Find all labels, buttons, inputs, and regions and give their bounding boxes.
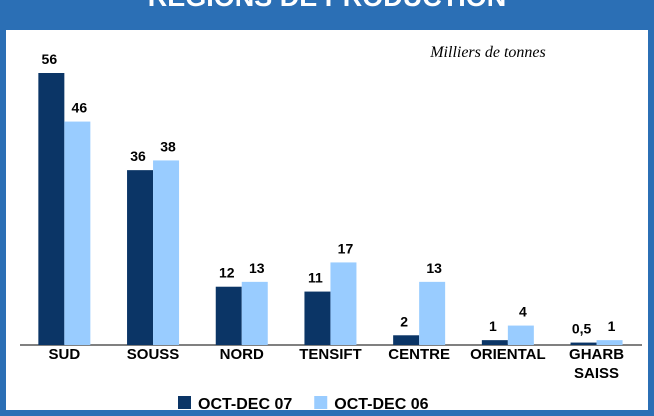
bar (153, 160, 180, 345)
bar (419, 281, 446, 345)
bar (330, 262, 357, 345)
x-tick-label: CENTRE (388, 346, 450, 363)
data-label: 11 (308, 270, 323, 286)
data-label: 0,5 (572, 321, 592, 337)
legend-label: OCT-DEC 06 (334, 396, 428, 413)
data-label: 46 (72, 100, 88, 116)
data-label: 13 (249, 260, 265, 276)
bar (507, 325, 534, 345)
plot-panel (6, 30, 648, 410)
data-label: 1 (608, 318, 616, 334)
data-label: 12 (219, 265, 235, 281)
bar (481, 340, 508, 345)
data-label: 13 (426, 260, 442, 276)
bar (38, 73, 65, 345)
bar (215, 286, 242, 345)
legend-label: OCT-DEC 07 (198, 396, 292, 413)
legend-swatch (314, 396, 328, 409)
data-label: 17 (338, 240, 354, 256)
bar (127, 170, 154, 345)
x-tick-label: TENSIFT (299, 346, 362, 363)
bar (596, 340, 623, 345)
x-tick-label: NORD (219, 346, 264, 363)
data-label: 1 (489, 318, 497, 334)
x-tick-label: SUD (48, 346, 81, 363)
x-tick-label: GHARB SAISS (569, 346, 625, 382)
x-tick-label: SOUSS (126, 346, 180, 363)
bar (570, 342, 597, 345)
chart-title: RÉGIONS DE PRODUCTION (148, 0, 507, 12)
bar (304, 291, 331, 345)
x-tick-label: ORIENTAL (470, 346, 546, 363)
data-label: 2 (400, 313, 408, 329)
bar (241, 281, 268, 345)
data-label: 36 (130, 148, 146, 164)
bar (64, 121, 91, 345)
data-label: 4 (519, 304, 527, 320)
legend-swatch (178, 396, 191, 409)
data-label: 56 (42, 51, 58, 67)
data-label: 38 (160, 138, 176, 154)
bar (393, 335, 420, 345)
subtitle: Milliers de tonnes (429, 44, 546, 61)
